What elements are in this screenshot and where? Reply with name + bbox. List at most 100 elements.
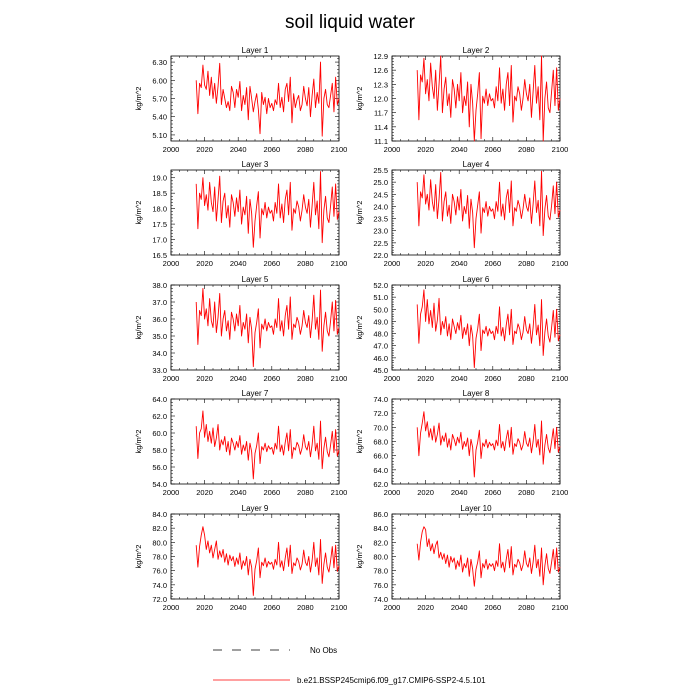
x-tick-label-1: 2020 (196, 145, 213, 154)
x-tick-label-2: 2060 (484, 145, 501, 154)
x-tick-label-8: 2020 (417, 488, 434, 497)
x-tick-label-1: 2080 (297, 145, 314, 154)
y-tick-label-6: 51.0 (373, 293, 388, 302)
y-tick-label-4: 23.5 (373, 215, 388, 224)
y-axis-label-3: kg/m^2 (134, 201, 143, 225)
panel-layer-4: Layer 4 22.0 22.5 23.0 23.5 24.0 24.5 25.0 25.5 2… (355, 160, 568, 268)
series-line-2 (416, 55, 561, 142)
y-tick-label-9: 76.0 (152, 567, 167, 576)
x-tick-label-4: 2060 (484, 259, 501, 268)
y-tick-label-6: 45.0 (373, 366, 388, 375)
y-tick-label-5: 34.0 (152, 349, 167, 358)
legend-label-no-obs: No Obs (310, 646, 337, 655)
x-tick-label-4: 2080 (518, 259, 535, 268)
x-tick-label-6: 2000 (384, 374, 401, 383)
x-tick-label-7: 2080 (297, 488, 314, 497)
panel-layer-5: Layer 5 33.0 34.0 35.0 36.0 37.0 38.0 2000 2020 2… (134, 275, 347, 383)
x-tick-label-8: 2060 (484, 488, 501, 497)
x-tick-label-8: 2000 (384, 488, 401, 497)
y-tick-label-2: 11.4 (374, 123, 388, 132)
y-tick-label-4: 24.5 (373, 190, 388, 199)
x-tick-label-3: 2080 (297, 259, 314, 268)
panel-title-1: Layer 1 (242, 46, 269, 55)
x-tick-label-7: 2000 (163, 488, 180, 497)
panel-layer-9: Layer 9 72.0 74.0 76.0 78.0 80.0 82.0 84.0 2000 2… (134, 504, 347, 612)
y-axis-label-5: kg/m^2 (134, 316, 143, 340)
y-tick-label-10: 82.0 (373, 538, 388, 547)
y-tick-label-5: 37.0 (152, 298, 167, 307)
x-tick-label-2: 2000 (384, 145, 401, 154)
figure-title: soil liquid water (285, 12, 416, 33)
panel-title-3: Layer 3 (242, 160, 269, 169)
x-tick-label-9: 2040 (230, 603, 247, 612)
x-tick-label-9: 2100 (331, 603, 348, 612)
y-tick-label-2: 12.6 (373, 66, 388, 75)
panel-layer-8: Layer 8 62.0 64.0 66.0 68.0 70.0 72.0 74.0 2000 2… (355, 389, 568, 497)
legend-entry-model: b.e21.BSSP245cmip6.f09_g17.CMIP6-SSP2-4.… (213, 676, 486, 685)
x-tick-label-5: 2060 (263, 374, 280, 383)
x-tick-label-5: 2040 (230, 374, 247, 383)
x-tick-label-2: 2080 (518, 145, 535, 154)
x-tick-label-1: 2060 (263, 145, 280, 154)
y-tick-label-10: 84.0 (373, 524, 388, 533)
y-tick-label-5: 38.0 (152, 281, 167, 290)
panel-layer-3: Layer 3 16.5 17.0 17.5 18.0 18.5 19.0 2000 2020 2… (134, 160, 347, 268)
series-line-4 (416, 170, 561, 249)
y-tick-label-3: 19.0 (152, 174, 167, 183)
y-tick-label-1: 6.30 (152, 58, 167, 67)
y-tick-label-7: 64.0 (152, 395, 167, 404)
x-tick-label-6: 2100 (552, 374, 569, 383)
y-tick-label-9: 78.0 (152, 553, 167, 562)
panel-title-8: Layer 8 (463, 389, 490, 398)
legend: No Obs b.e21.BSSP245cmip6.f09_g17.CMIP6-… (213, 646, 486, 685)
y-tick-label-7: 58.0 (152, 446, 167, 455)
x-tick-label-5: 2020 (196, 374, 213, 383)
y-tick-label-6: 46.0 (373, 354, 388, 363)
y-tick-label-4: 25.5 (373, 166, 388, 175)
y-tick-label-3: 17.0 (152, 236, 167, 245)
y-tick-label-9: 74.0 (152, 581, 167, 590)
y-tick-label-2: 11.1 (374, 137, 388, 146)
x-tick-label-10: 2040 (451, 603, 468, 612)
y-tick-label-2: 12.0 (373, 95, 388, 104)
panel-title-5: Layer 5 (242, 275, 269, 284)
series-line-5 (195, 287, 340, 368)
x-tick-label-8: 2080 (518, 488, 535, 497)
y-tick-label-10: 78.0 (373, 567, 388, 576)
panel-layer-2: Layer 2 11.1 11.4 11.7 12.0 12.3 12.6 12.9 2000 2… (355, 46, 568, 154)
x-tick-label-3: 2100 (331, 259, 348, 268)
y-axis-label-9: kg/m^2 (134, 545, 143, 569)
y-axis-label-4: kg/m^2 (355, 201, 364, 225)
y-tick-label-6: 47.0 (373, 342, 388, 351)
y-axis-label-6: kg/m^2 (355, 316, 364, 340)
x-tick-label-4: 2020 (417, 259, 434, 268)
series-line-10 (416, 526, 561, 587)
panel-layer-10: Layer 10 74.0 76.0 78.0 80.0 82.0 84.0 86.0 2000… (355, 504, 568, 612)
panel-title-10: Layer 10 (460, 504, 492, 513)
y-tick-label-5: 36.0 (152, 315, 167, 324)
y-tick-label-6: 48.0 (373, 330, 388, 339)
y-tick-label-3: 18.5 (152, 189, 167, 198)
panel-layer-1: Layer 1 5.10 5.40 5.70 6.00 6.30 2000 2020 2040 2… (134, 46, 347, 154)
y-tick-label-9: 84.0 (152, 510, 167, 519)
y-tick-label-10: 74.0 (373, 595, 388, 604)
x-tick-label-6: 2080 (518, 374, 535, 383)
y-tick-label-3: 17.5 (152, 220, 167, 229)
y-tick-label-3: 18.0 (152, 205, 167, 214)
x-tick-label-6: 2040 (451, 374, 468, 383)
x-tick-label-10: 2100 (552, 603, 569, 612)
x-tick-label-10: 2000 (384, 603, 401, 612)
y-tick-label-9: 72.0 (152, 595, 167, 604)
series-line-7 (195, 410, 340, 480)
x-tick-label-4: 2100 (552, 259, 569, 268)
x-tick-label-7: 2020 (196, 488, 213, 497)
x-tick-label-2: 2040 (451, 145, 468, 154)
x-tick-label-10: 2020 (417, 603, 434, 612)
panel-title-7: Layer 7 (242, 389, 269, 398)
y-tick-label-9: 82.0 (152, 524, 167, 533)
x-tick-label-9: 2000 (163, 603, 180, 612)
y-tick-label-6: 50.0 (373, 305, 388, 314)
panel-title-9: Layer 9 (242, 504, 269, 513)
y-tick-label-10: 80.0 (373, 553, 388, 562)
x-tick-label-5: 2080 (297, 374, 314, 383)
